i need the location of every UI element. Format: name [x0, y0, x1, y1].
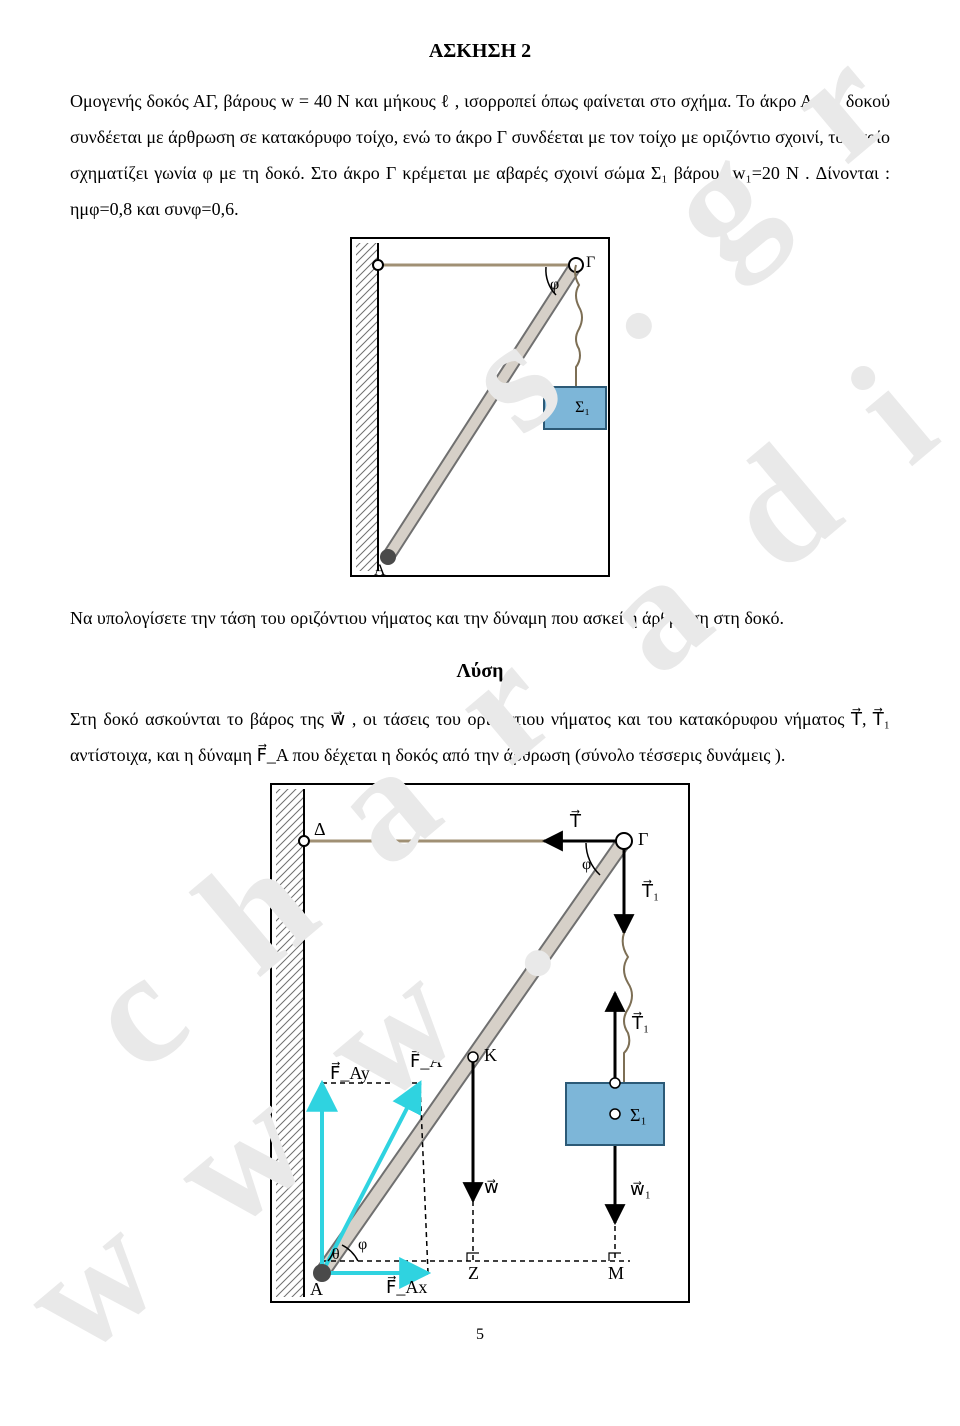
figure-2: A Δ Γ φ φ θ K Z M Σ₁ T⃗ T⃗₁ T⃗₁ w⃗ w⃗₁ F… — [70, 783, 890, 1308]
label-FAy-vec: F⃗_Ay — [330, 1062, 370, 1083]
label-K: K — [484, 1045, 497, 1065]
mass-center — [610, 1109, 620, 1119]
label-phi: φ — [550, 276, 559, 293]
vector-FA: F⃗_A — [257, 745, 288, 765]
joint-Delta — [299, 836, 309, 846]
label-Sigma1: Σ₁ — [575, 399, 590, 416]
point-K — [468, 1052, 478, 1062]
label-T1-vec-down: T⃗₁ — [641, 880, 659, 901]
solution-text-2: , οι τάσεις του οριζόντιου νήματος και τ… — [352, 709, 851, 729]
solution-text-3: αντίστοιχα, και η δύναμη — [70, 745, 257, 765]
figure-1: A Γ φ Σ₁ — [70, 237, 890, 582]
joint-Gamma — [616, 833, 632, 849]
label-Delta: Δ — [314, 819, 326, 839]
label-phi-top: φ — [582, 856, 591, 873]
question-paragraph: Να υπολογίσετε την τάση του οριζόντιου ν… — [70, 600, 890, 636]
label-phi-bot: φ — [358, 1236, 367, 1253]
page-number: 5 — [70, 1326, 890, 1344]
intro-paragraph: Ομογενής δοκός ΑΓ, βάρους w = 40 N και μ… — [70, 83, 890, 227]
vector-w: w⃗ — [331, 709, 346, 729]
solution-text-1: Στη δοκό ασκούνται το βάρος της — [70, 709, 331, 729]
solution-heading: Λύση — [70, 660, 890, 683]
label-w-vec: w⃗ — [484, 1177, 499, 1197]
label-FA-vec: F⃗_A — [410, 1050, 442, 1071]
label-T1-vec-up: T⃗₁ — [631, 1012, 649, 1033]
label-w1-vec: w⃗₁ — [630, 1179, 651, 1199]
label-M: M — [608, 1263, 624, 1283]
label-Sigma1: Σ₁ — [630, 1105, 647, 1125]
mass-attach-top — [610, 1078, 620, 1088]
label-Z: Z — [468, 1263, 479, 1283]
label-Gamma: Γ — [638, 829, 648, 849]
vector-T1: T⃗₁ — [873, 709, 890, 729]
solution-paragraph: Στη δοκό ασκούνται το βάρος της w⃗ , οι … — [70, 701, 890, 773]
wall-hatch — [276, 789, 304, 1297]
label-A: A — [310, 1279, 323, 1299]
label-FAx-vec: F⃗_Ax — [386, 1276, 427, 1297]
label-theta: θ — [332, 1246, 340, 1263]
vector-T: T⃗ — [851, 709, 862, 729]
label-A: A — [374, 562, 386, 577]
label-T-vec: T⃗ — [569, 810, 582, 831]
page: s . g r a d i c h a r w w w . ΑΣΚΗΣΗ 2 Ο… — [0, 0, 960, 1384]
solution-text-4: που δέχεται η δοκός από την άρθρωση (σύν… — [292, 745, 785, 765]
wall-hatch — [356, 243, 378, 571]
exercise-heading: ΑΣΚΗΣΗ 2 — [70, 40, 890, 63]
label-Gamma: Γ — [586, 254, 595, 271]
joint-wall-top — [373, 260, 383, 270]
